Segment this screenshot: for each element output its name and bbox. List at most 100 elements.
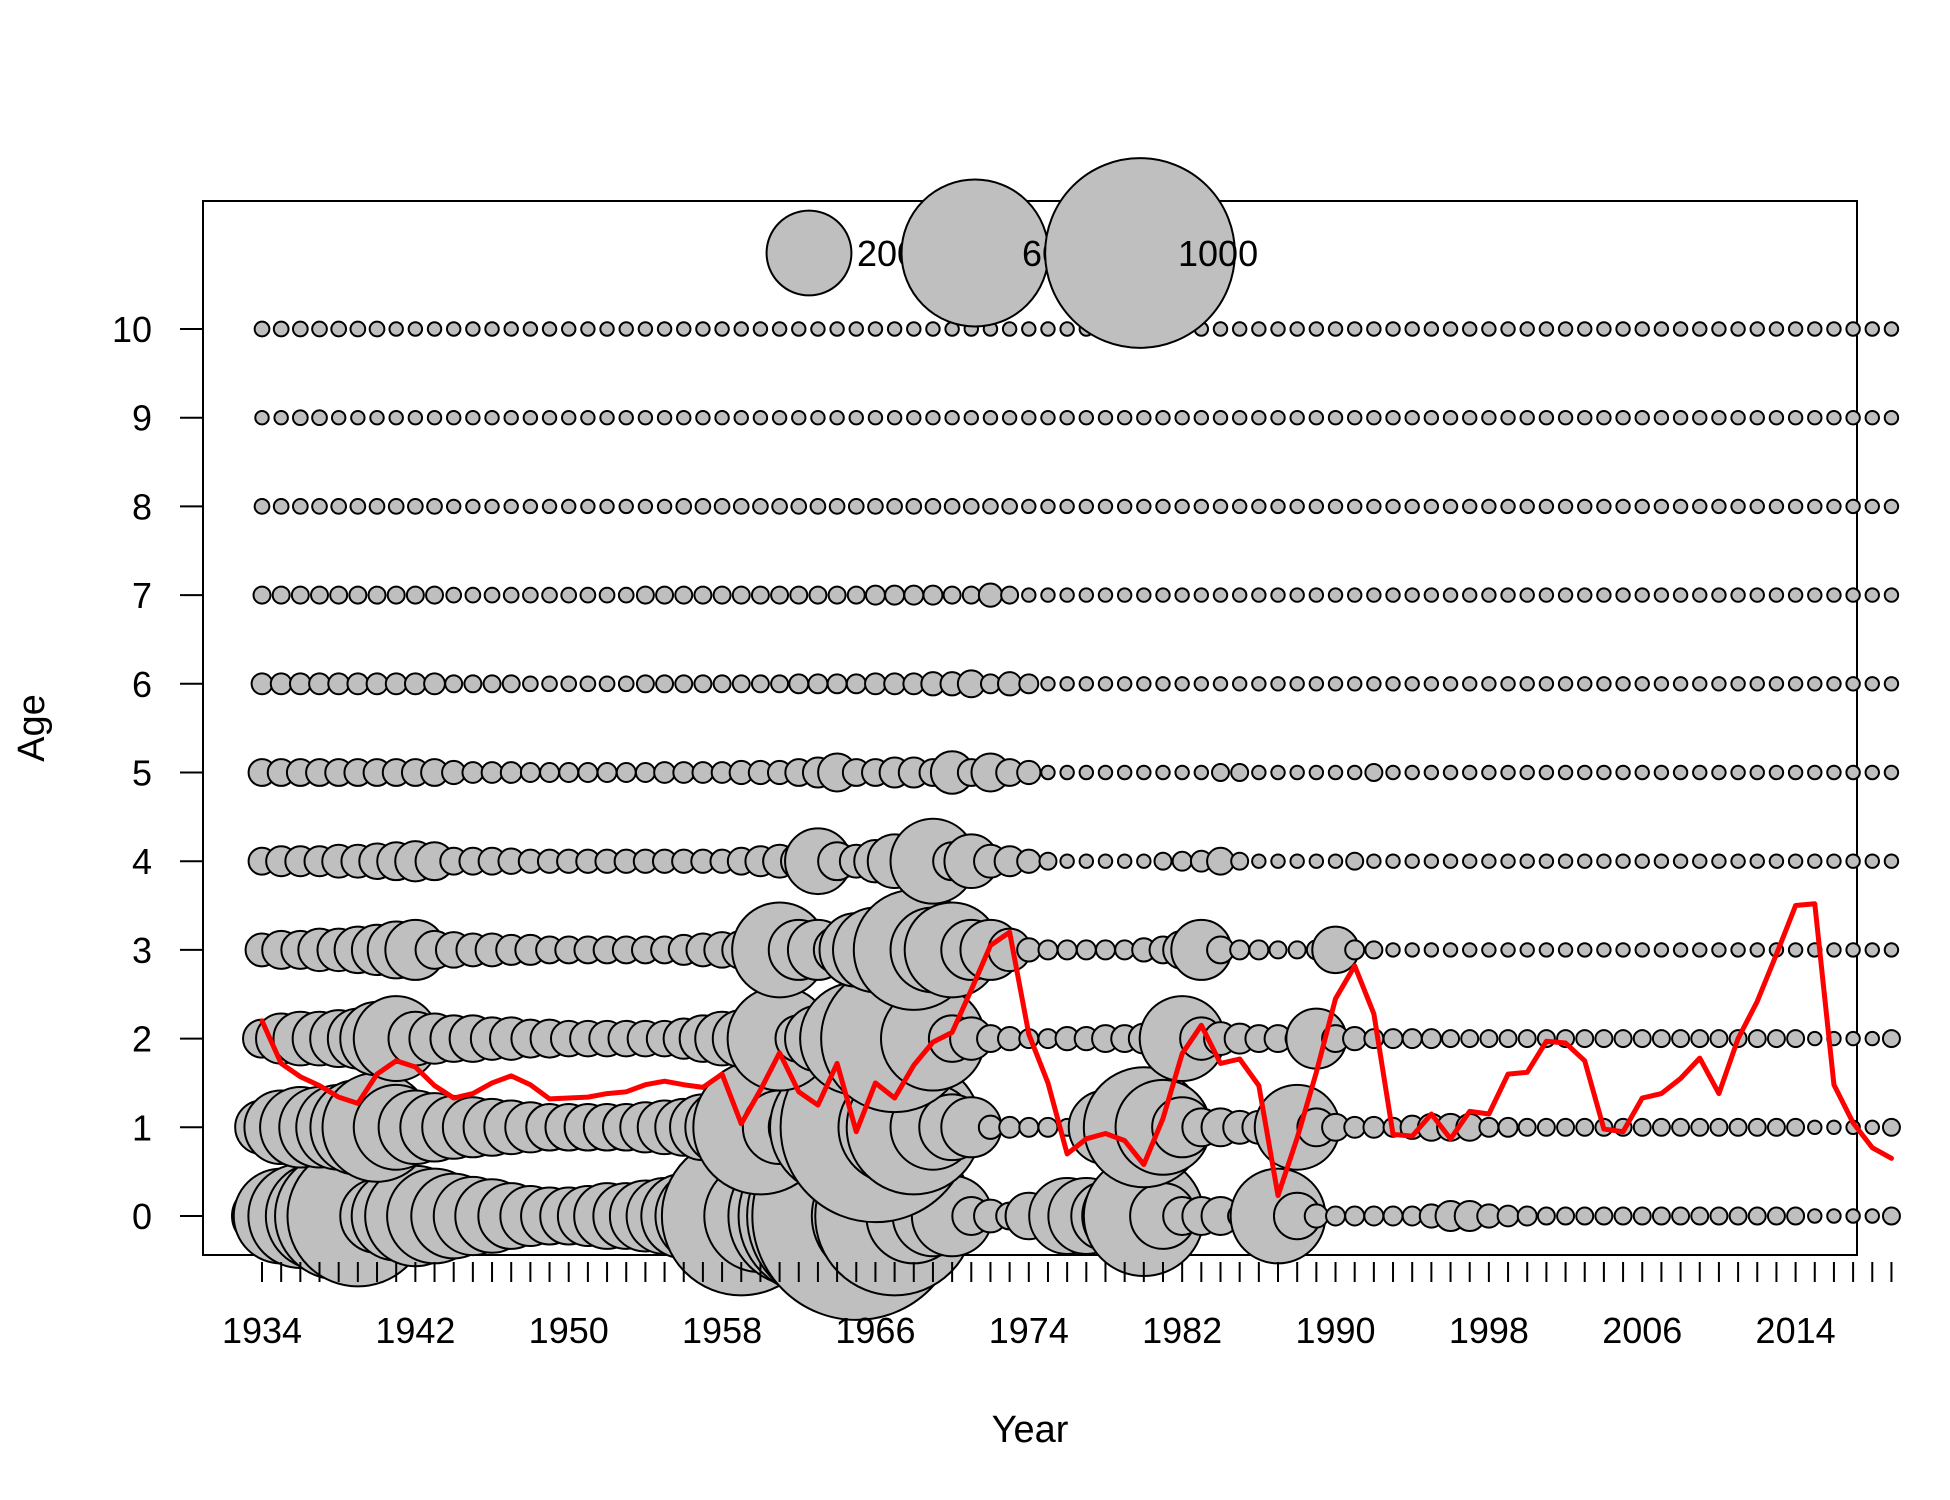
- bubble: [330, 409, 347, 426]
- bubble: [288, 672, 312, 696]
- bubble: [1557, 409, 1574, 426]
- bubble: [1342, 1025, 1368, 1052]
- bubble: [1787, 942, 1804, 958]
- bubble: [558, 762, 580, 783]
- bubble: [1345, 851, 1365, 871]
- bubble: [637, 409, 654, 426]
- bubble: [541, 586, 558, 604]
- bubble: [1097, 764, 1114, 781]
- bubble: [1460, 1029, 1480, 1049]
- bubble: [982, 498, 999, 515]
- bubble: [617, 586, 635, 604]
- bubble: [617, 675, 635, 693]
- bubble: [676, 409, 692, 426]
- bubble: [1653, 942, 1670, 958]
- bubble: [329, 585, 349, 605]
- bubble: [1883, 764, 1900, 781]
- bubble: [1749, 587, 1765, 603]
- bubble: [1021, 498, 1037, 515]
- bubble: [1557, 587, 1574, 603]
- bubble: [1692, 498, 1708, 515]
- legend-label: 1000: [1178, 233, 1258, 274]
- bubble: [1711, 853, 1727, 869]
- bubble: [1385, 853, 1401, 869]
- bubble: [1078, 676, 1095, 692]
- bubble: [1709, 1117, 1729, 1137]
- bubble: [1615, 321, 1631, 337]
- plot-frame: [202, 200, 1858, 1256]
- bubble: [1766, 1029, 1786, 1049]
- bubble: [291, 320, 309, 338]
- x-tick-label: 1950: [529, 1310, 609, 1351]
- bubble: [982, 409, 999, 426]
- bubble: [1059, 853, 1075, 869]
- bubble: [291, 498, 309, 515]
- bubble: [1021, 587, 1037, 603]
- bubble: [1749, 498, 1765, 515]
- bubble: [1672, 942, 1689, 958]
- bubble: [541, 675, 558, 693]
- bubble: [1577, 587, 1593, 603]
- bubble: [618, 409, 634, 426]
- bubble: [1711, 942, 1727, 958]
- bubble: [656, 409, 673, 426]
- legend-bubble: [1044, 157, 1236, 349]
- x-tick-label: 1966: [835, 1310, 915, 1351]
- bubble: [906, 321, 922, 337]
- bubble: [1481, 676, 1497, 692]
- bubble: [519, 762, 541, 783]
- bubble: [1251, 587, 1267, 603]
- bubble: [1270, 321, 1286, 337]
- bubble: [1097, 409, 1114, 426]
- bubble: [1116, 587, 1133, 603]
- bubble: [368, 498, 386, 515]
- bubble: [1711, 498, 1727, 515]
- bubble: [1097, 676, 1114, 692]
- bubble: [579, 586, 597, 604]
- bubble: [1442, 853, 1459, 869]
- bubble: [1366, 676, 1382, 692]
- bubble: [1728, 1206, 1748, 1226]
- bubble: [1634, 498, 1650, 515]
- bubble: [693, 585, 713, 605]
- bubble: [1481, 853, 1497, 869]
- bubble: [1404, 853, 1420, 869]
- bubble: [1692, 853, 1708, 869]
- y-tick-label: 1: [132, 1107, 152, 1148]
- bubble: [1634, 321, 1650, 337]
- bubble: [1768, 764, 1785, 781]
- bubble: [349, 320, 367, 338]
- bubble: [444, 674, 464, 694]
- bubble: [828, 498, 846, 515]
- bubble: [1594, 1029, 1614, 1049]
- bubble: [1807, 1208, 1823, 1224]
- bubble: [1212, 676, 1229, 692]
- bubble: [771, 321, 788, 337]
- bubble: [1883, 498, 1900, 515]
- bubble: [1577, 409, 1593, 426]
- bubble: [1016, 759, 1042, 786]
- bubble: [1289, 321, 1305, 337]
- bubble: [1462, 676, 1478, 692]
- bubble: [368, 320, 386, 338]
- bubble: [482, 674, 502, 694]
- bubble: [1538, 853, 1555, 869]
- bubble: [1308, 853, 1325, 869]
- bubble: [864, 672, 887, 696]
- bubble: [1289, 676, 1305, 692]
- bubble: [522, 409, 539, 426]
- bubble: [1864, 764, 1880, 781]
- bubble: [1423, 676, 1440, 692]
- x-tick-label: 1942: [375, 1310, 455, 1351]
- bubble: [1671, 1206, 1691, 1226]
- bubble: [731, 674, 751, 694]
- bubble: [1577, 764, 1593, 781]
- bubble: [1037, 1116, 1059, 1138]
- bubble: [714, 321, 730, 337]
- bubble: [1136, 853, 1152, 869]
- bubble: [1404, 409, 1420, 426]
- bubble: [580, 498, 596, 515]
- bubble: [637, 498, 654, 515]
- bubble: [1385, 409, 1401, 426]
- bubble: [1672, 498, 1689, 515]
